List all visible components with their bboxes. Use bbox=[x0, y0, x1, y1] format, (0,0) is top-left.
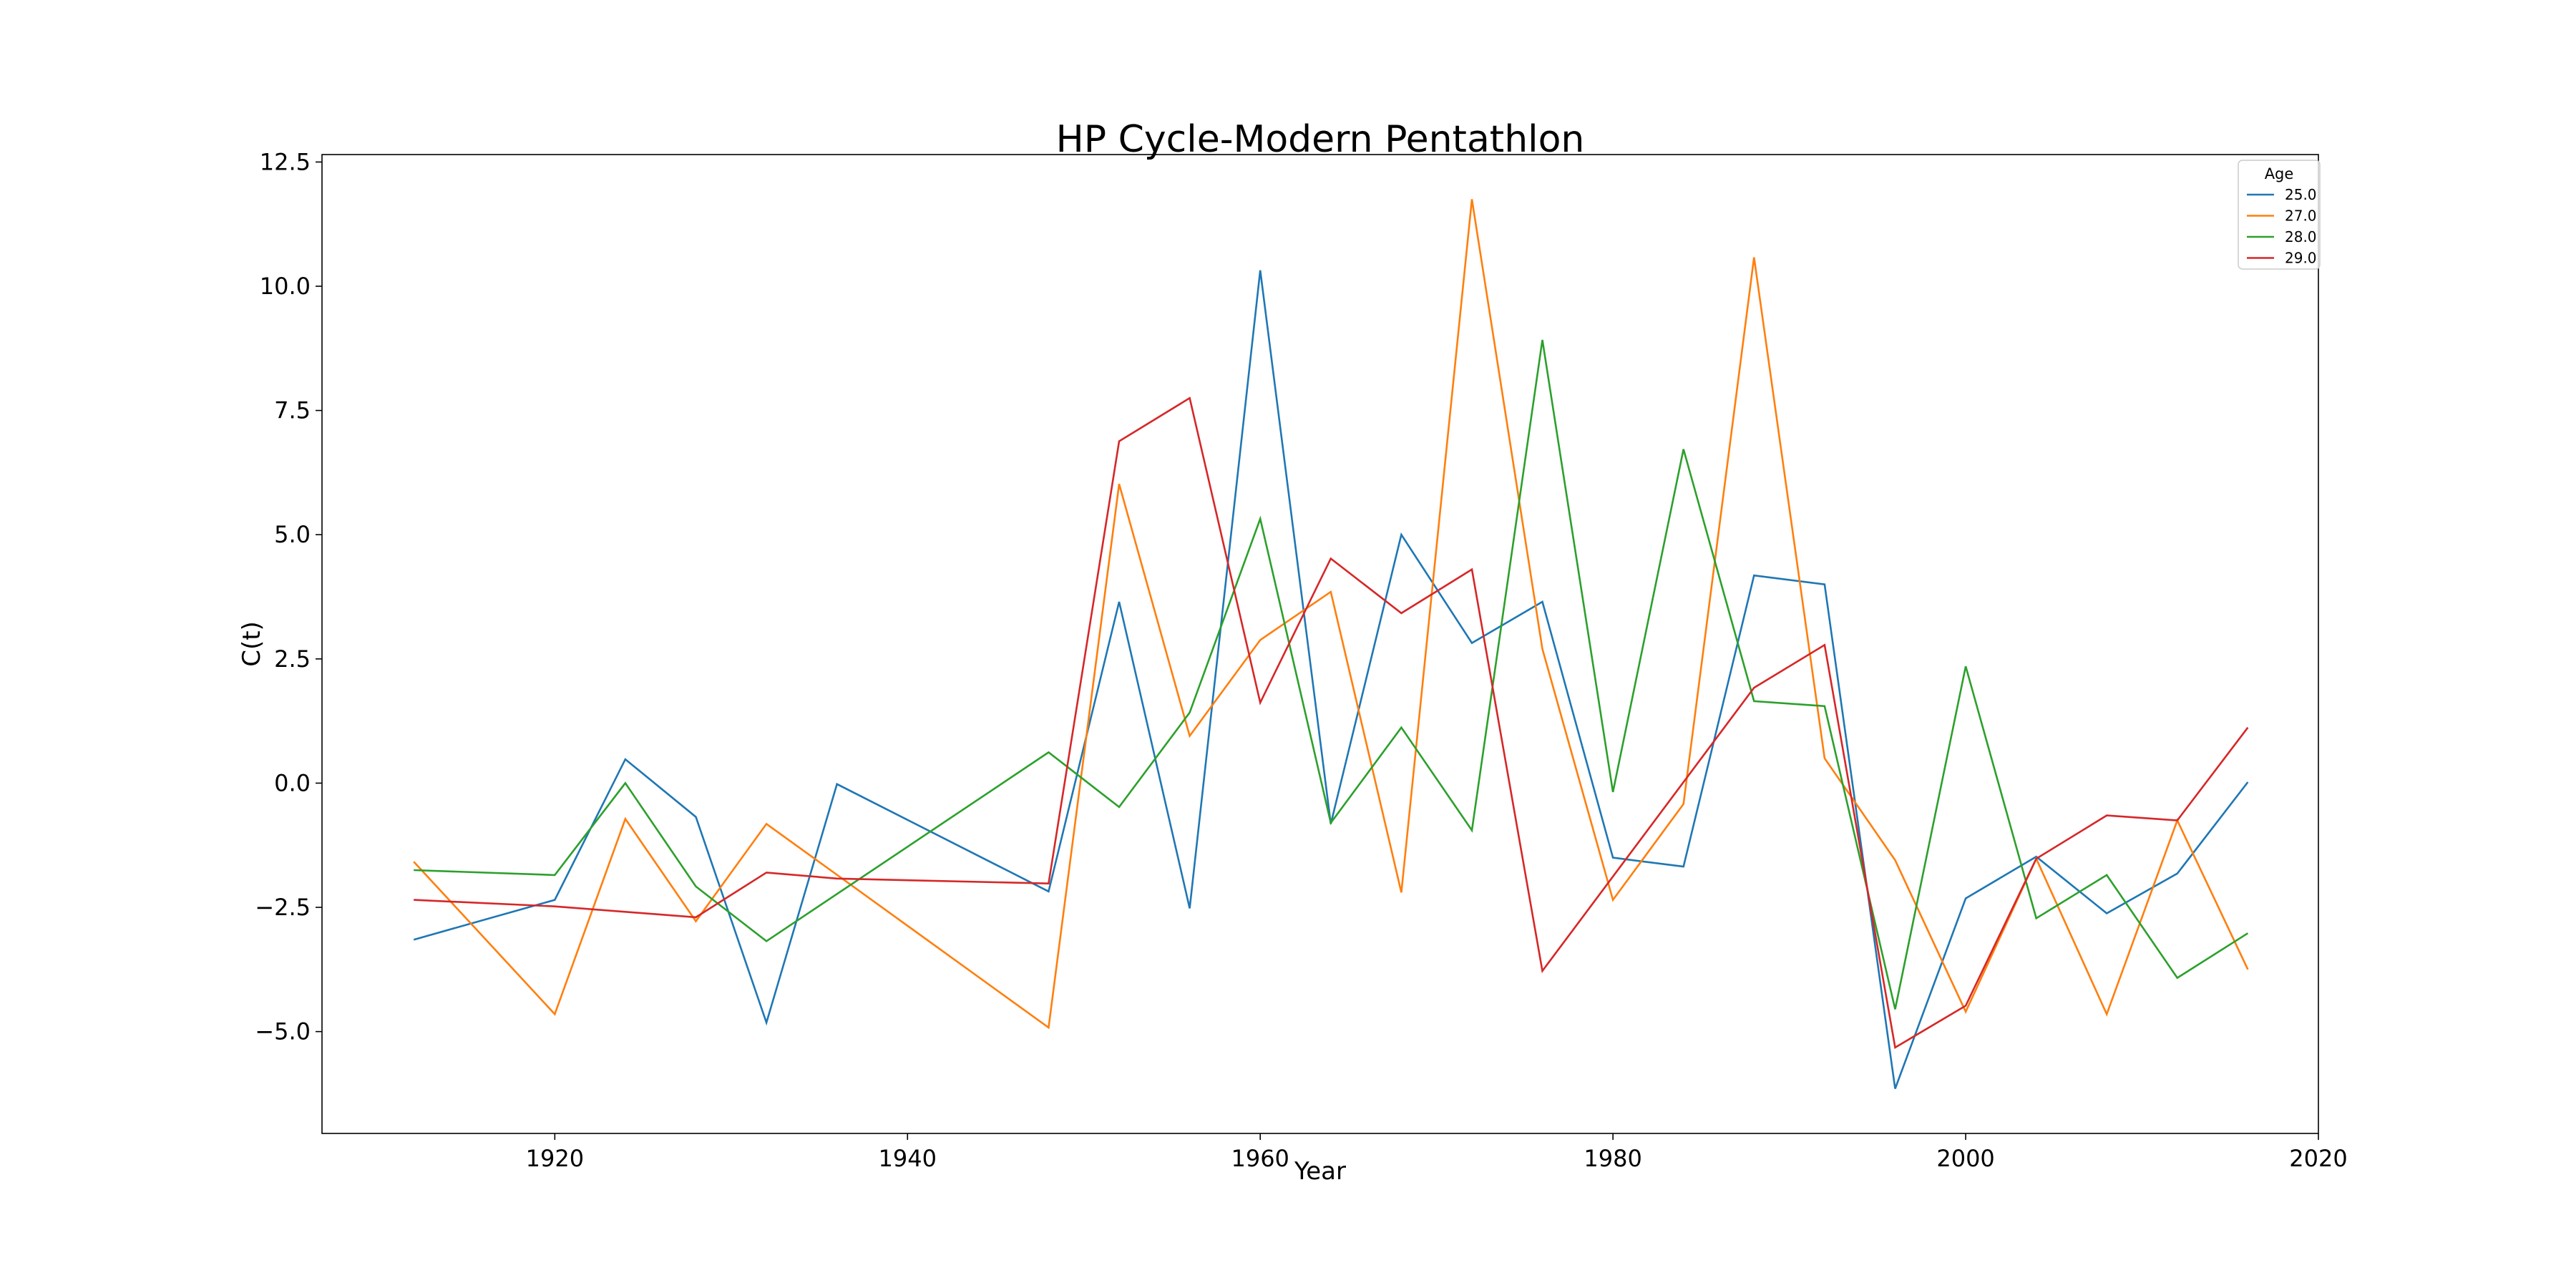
legend-label-25.0: 25.0 bbox=[2285, 186, 2317, 203]
x-tick-label-1920: 1920 bbox=[526, 1145, 584, 1172]
y-tick-label-0: −5.0 bbox=[255, 1018, 311, 1045]
y-tick-label-4: 5.0 bbox=[274, 521, 311, 548]
x-tick-label-2020: 2020 bbox=[2289, 1145, 2347, 1172]
chart-title: HP Cycle-Modern Pentathlon bbox=[1056, 118, 1585, 161]
series-line-25.0 bbox=[413, 270, 2249, 1089]
x-tick-label-1960: 1960 bbox=[1231, 1145, 1289, 1172]
legend-title: Age bbox=[2265, 165, 2294, 182]
x-axis-label: Year bbox=[1294, 1157, 1346, 1186]
legend-items: 25.0 27.0 28.0 29.0 bbox=[2247, 186, 2317, 267]
y-tick-label-6: 10.0 bbox=[260, 273, 311, 300]
y-tick-label-3: 2.5 bbox=[274, 645, 311, 673]
legend: Age 25.0 27.0 28.0 29.0 bbox=[2238, 160, 2321, 270]
x-tick-label-1980: 1980 bbox=[1584, 1145, 1641, 1172]
legend-label-29.0: 29.0 bbox=[2285, 250, 2317, 267]
legend-box bbox=[2238, 160, 2321, 270]
x-axis: 1920 1940 1960 1980 2000 2020 bbox=[526, 1133, 2348, 1172]
y-tick-label-5: 7.5 bbox=[274, 397, 311, 424]
y-tick-label-2: 0.0 bbox=[274, 769, 311, 796]
y-axis-label: C(t) bbox=[238, 621, 266, 667]
y-tick-label-1: −2.5 bbox=[255, 894, 311, 921]
y-tick-label-7: 12.5 bbox=[260, 148, 311, 175]
legend-label-27.0: 27.0 bbox=[2285, 208, 2317, 225]
x-tick-label-1940: 1940 bbox=[879, 1145, 937, 1172]
legend-label-28.0: 28.0 bbox=[2285, 228, 2317, 245]
x-tick-label-2000: 2000 bbox=[1936, 1145, 1994, 1172]
series-layer bbox=[413, 199, 2249, 1089]
series-line-28.0 bbox=[414, 339, 2249, 1010]
plot-frame bbox=[321, 154, 2319, 1134]
y-axis: −5.0 −2.5 0.0 2.5 5.0 7.5 10.0 12.5 bbox=[255, 148, 322, 1045]
series-line-29.0 bbox=[414, 396, 2249, 1049]
series-line-27.0 bbox=[413, 199, 2249, 1030]
